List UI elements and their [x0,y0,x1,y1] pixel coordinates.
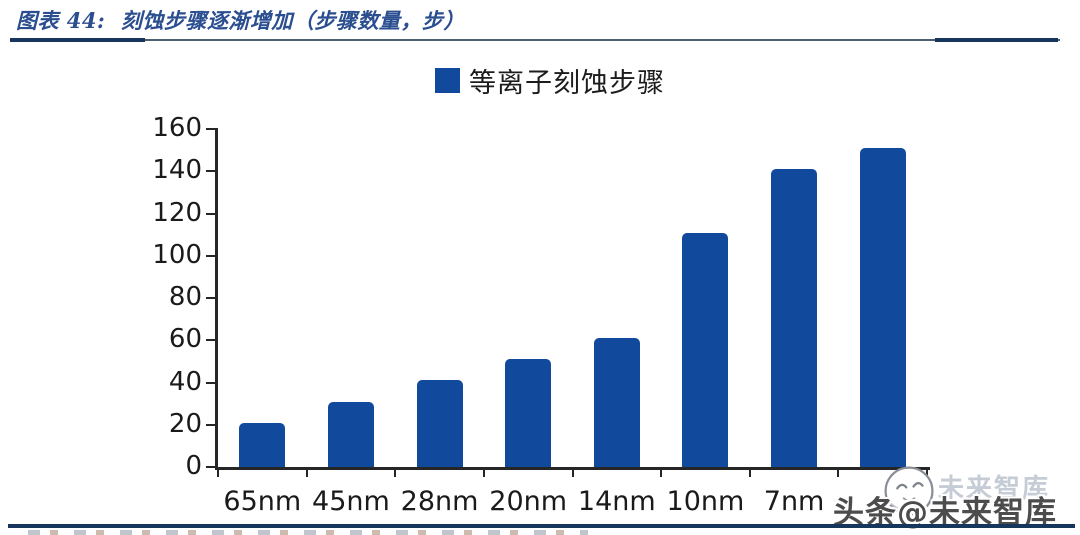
x-tick-mark [394,469,397,477]
bar-28nm [416,380,463,467]
watermark-mascot-icon [884,466,934,516]
x-axis-tick-label: 7nm [763,486,825,517]
y-tick-mark [206,381,215,384]
y-axis-tick-label: 100 [152,239,202,270]
y-axis-tick-label: 120 [152,197,202,228]
x-axis-tick-label: 65nm [223,486,302,517]
y-tick-mark [206,128,215,130]
x-tick-mark [748,469,751,477]
bar-10nm [682,232,729,467]
y-tick-mark [206,212,215,215]
y-axis-tick-label: 40 [168,366,202,397]
x-axis-tick-label: 10nm [666,486,745,517]
x-axis-tick-label: 28nm [400,486,479,517]
x-axis-tick-label: 14nm [577,486,656,517]
header-rule-right-segment [935,38,1058,42]
bar-45nm [327,401,374,467]
watermark-ghost-text: 未来智库 [938,474,1051,504]
y-tick-mark [206,423,215,426]
header-rule [10,39,1060,41]
x-tick-mark [837,469,840,477]
chart-legend: 等离子刻蚀步骤 [435,61,665,100]
x-tick-mark [571,469,574,477]
x-tick-mark [660,469,663,477]
y-axis-line [215,128,218,470]
x-tick-mark [926,469,928,477]
x-tick-mark [217,469,219,477]
header-rule-left-segment [10,38,145,42]
x-axis-line [215,467,930,470]
footer-text-clipped [28,530,588,535]
x-axis-tick-label: 20nm [489,486,568,517]
y-axis-tick-label: 0 [185,451,202,481]
x-axis-tick-label: 45nm [312,486,390,517]
y-tick-mark [206,254,215,257]
y-axis-tick-label: 20 [168,408,202,439]
y-tick-mark [206,339,215,342]
bar-65nm [239,422,286,467]
y-axis-tick-label: 80 [168,282,202,312]
bar-20nm [505,359,552,467]
x-tick-mark [305,469,308,477]
y-axis-tick-label: 140 [152,155,202,186]
bar-14nm [593,338,640,467]
bar-7nm [771,169,818,467]
y-axis-tick-label: 60 [168,324,202,355]
footer-rule [8,524,1075,528]
bar-obscured [859,148,906,467]
x-tick-mark [482,469,485,477]
legend-color-swatch [435,68,460,93]
y-axis-tick-label: 160 [152,113,202,143]
legend-label: 等离子刻蚀步骤 [469,68,665,99]
y-tick-mark [206,170,215,173]
figure-title: 图表 44: 刻蚀步骤逐渐增加（步骤数量，步） [16,8,465,33]
y-tick-mark [206,466,215,468]
y-tick-mark [206,297,215,299]
